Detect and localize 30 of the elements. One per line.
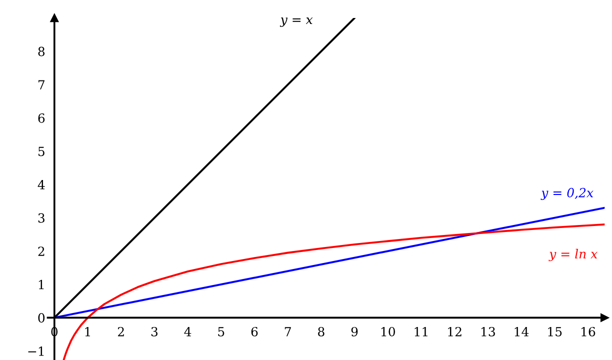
x-tick-label: 2 <box>118 326 124 336</box>
line-series <box>62 223 605 360</box>
series-label: y = ln x <box>548 248 598 262</box>
y-tick-label: 3 <box>38 213 44 223</box>
y-tick-label: 1 <box>38 280 44 290</box>
x-tick-label: 7 <box>284 327 291 336</box>
x-tick-label: 16 <box>582 326 596 336</box>
x-tick-label: 3 <box>151 326 158 336</box>
x-tick-label: 9 <box>351 326 358 336</box>
x-tick-label: 1 <box>85 326 90 336</box>
x-tick-label: 12 <box>448 326 462 336</box>
x-tick-label: 14 <box>514 326 529 336</box>
x-tick-label: 4 <box>184 326 192 336</box>
y-tick-label: −1 <box>28 346 44 356</box>
y-tick-label: 4 <box>38 180 45 190</box>
x-tick-label: 11 <box>414 326 428 336</box>
x-tick-label: 8 <box>318 326 324 336</box>
y-tick-label: 0 <box>38 313 45 323</box>
series-label: y = 0,2x <box>540 188 594 200</box>
x-tick-label: 5 <box>218 327 224 336</box>
y-tick-label: 6 <box>38 113 45 123</box>
series-label: y = x <box>280 18 313 27</box>
x-tick-label: 15 <box>548 326 562 336</box>
y-tick-label: 5 <box>38 146 44 156</box>
y-tick-label: 8 <box>38 46 45 56</box>
y-tick-label: 2 <box>38 246 44 256</box>
x-tick-label: 6 <box>251 326 258 336</box>
x-tick-label: 13 <box>482 326 495 336</box>
x-tick-label: 10 <box>381 326 396 336</box>
y-tick-label: 7 <box>38 80 44 90</box>
